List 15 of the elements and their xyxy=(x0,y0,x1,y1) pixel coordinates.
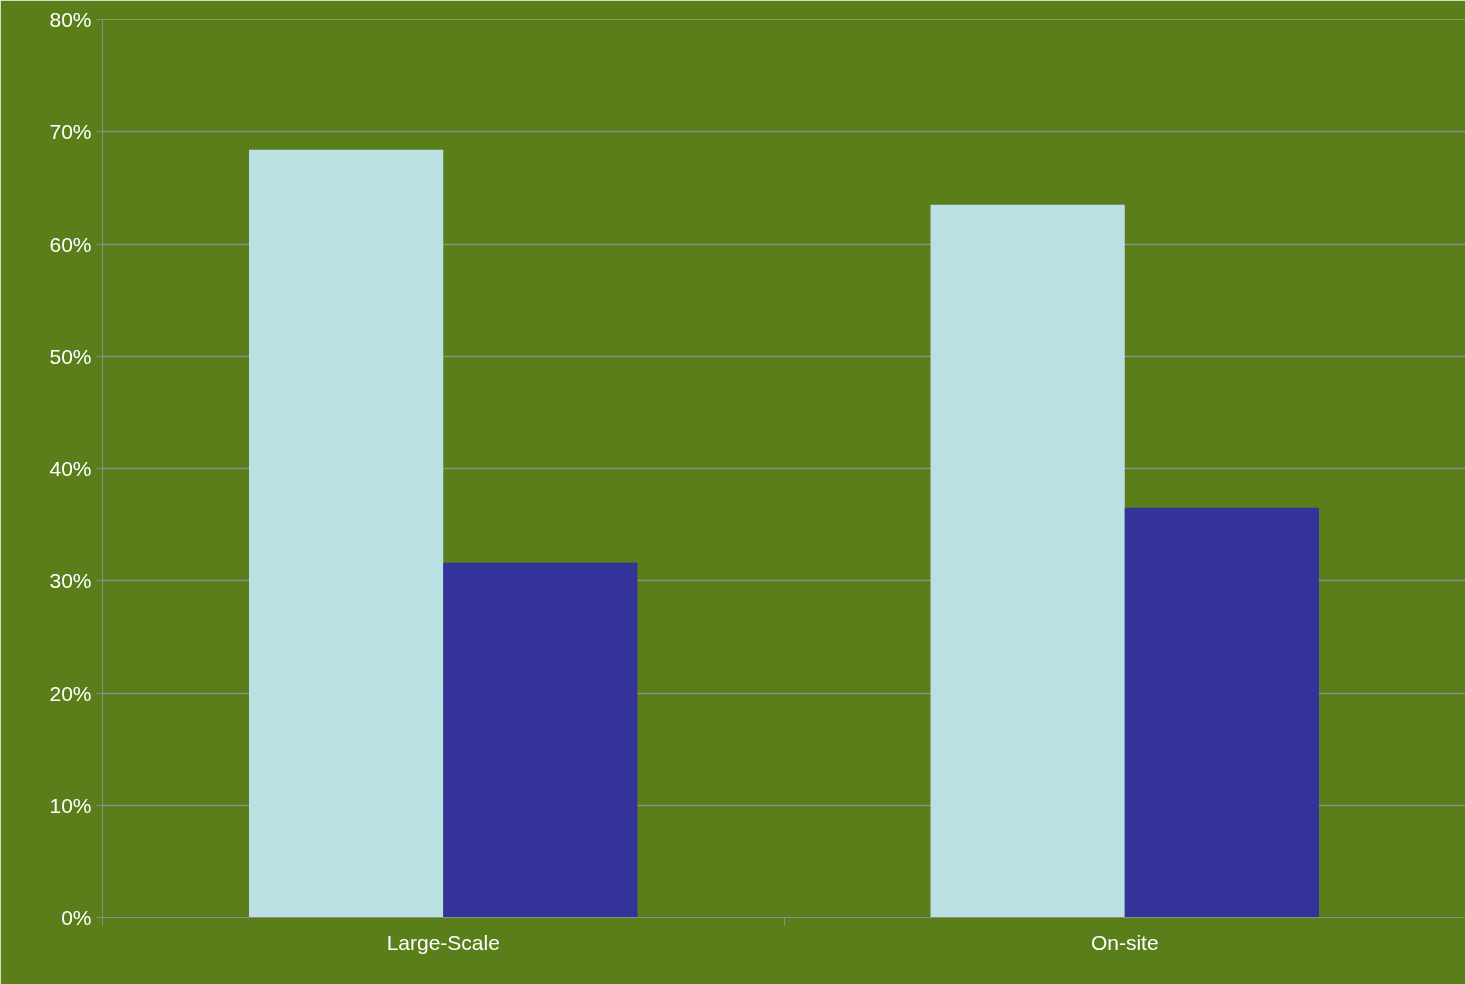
y-tick-label: 30% xyxy=(49,569,92,593)
y-tick-label: 20% xyxy=(49,681,92,705)
y-tick-label: 50% xyxy=(49,344,92,368)
y-tick-label: 70% xyxy=(49,120,92,144)
x-tick-label: On-site xyxy=(1090,930,1159,954)
x-tick-label: Large-Scale xyxy=(386,930,500,954)
bar xyxy=(443,562,638,918)
bar xyxy=(1124,507,1319,918)
y-tick-label: 0% xyxy=(61,906,92,929)
bar xyxy=(930,204,1125,918)
y-tick-label: 40% xyxy=(49,457,92,480)
bar xyxy=(249,149,444,918)
y-tick-label: 10% xyxy=(49,793,92,817)
y-tick-label: 60% xyxy=(49,232,92,256)
y-tick-label: 80% xyxy=(49,8,92,31)
